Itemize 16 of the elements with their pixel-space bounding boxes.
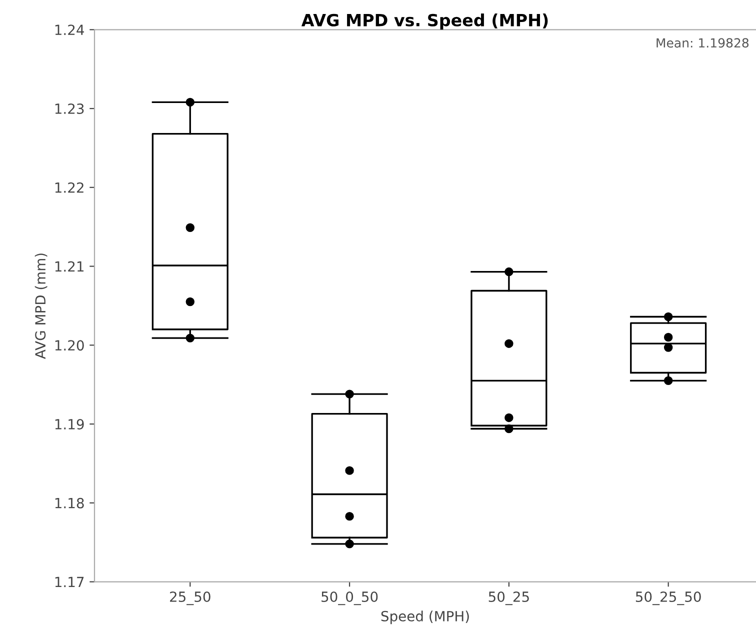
y-tick-label: 1.22 bbox=[55, 182, 84, 193]
chart-title: AVG MPD vs. Speed (MPH) bbox=[301, 14, 548, 30]
x-tick-label: 50_0_50 bbox=[322, 592, 378, 606]
y-tick-label: 1.20 bbox=[55, 340, 84, 351]
x-tick-label: 50_25 bbox=[488, 592, 529, 606]
y-tick-label: 1.19 bbox=[55, 419, 84, 430]
x-tick-label: 25_50 bbox=[170, 592, 210, 606]
x-axis-title: Speed (MPH) bbox=[381, 610, 469, 624]
y-tick-label: 1.23 bbox=[55, 104, 84, 114]
y-tick-label: 1.24 bbox=[55, 24, 84, 35]
y-tick-label: 1.21 bbox=[55, 261, 84, 272]
annotation: Mean: 1.19828 bbox=[656, 38, 749, 48]
y-tick-label: 1.18 bbox=[55, 498, 84, 508]
y-tick-label: 1.17 bbox=[55, 576, 84, 588]
x-tick-label: 50_25_50 bbox=[636, 592, 701, 606]
y-axis-title: AVG MPD (mm) bbox=[34, 254, 48, 359]
